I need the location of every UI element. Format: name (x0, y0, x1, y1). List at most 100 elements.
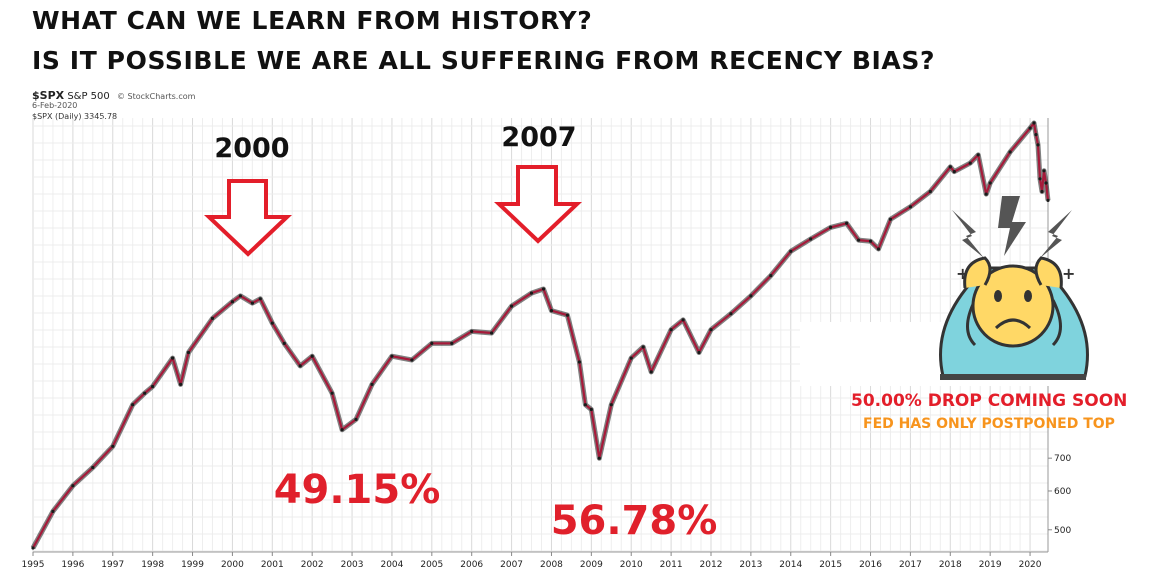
x-tick-label: 1997 (101, 560, 124, 570)
price-point (111, 444, 115, 448)
price-point (143, 391, 147, 395)
price-point (976, 153, 980, 157)
price-point (1028, 126, 1032, 130)
chart-symbol-row: $SPX S&P 500 © StockCharts.com (32, 89, 195, 102)
arrow-down-icon (203, 179, 293, 257)
price-point (709, 328, 713, 332)
price-point (845, 221, 849, 225)
x-tick-label: 2002 (301, 560, 324, 570)
price-point (31, 546, 35, 550)
x-tick-label: 2001 (261, 560, 284, 570)
x-tick-label: 2015 (819, 560, 842, 570)
y-tick-label: 600 (1054, 487, 1071, 497)
price-point (1036, 143, 1040, 147)
chart-grid (32, 118, 1048, 552)
price-point (298, 364, 302, 368)
price-point (988, 181, 992, 185)
price-point (968, 161, 972, 165)
price-point (809, 237, 813, 241)
chart-series-label: $SPX (Daily) 3345.78 (32, 112, 118, 121)
price-point (888, 217, 893, 221)
price-point (238, 294, 242, 298)
x-tick-label: 2000 (221, 560, 244, 570)
price-point (310, 354, 314, 358)
chart-source: © StockCharts.com (116, 92, 196, 101)
peak-2007-label: 2007 (501, 122, 576, 153)
x-tick-label: 1995 (22, 560, 45, 570)
price-point (450, 341, 454, 345)
price-point (270, 321, 274, 325)
x-axis-ticks: 1995 1996 1997 1998 1999 2000 2001 2002 2003 2004… (22, 552, 1042, 570)
price-point (250, 301, 254, 305)
price-point (258, 297, 262, 301)
price-point (1032, 121, 1036, 125)
drop-2000-label: 49.15% (274, 467, 441, 513)
price-point (1040, 189, 1044, 194)
x-tick-label: 1999 (181, 560, 204, 570)
price-point (370, 382, 374, 386)
price-point (210, 316, 215, 320)
x-tick-label: 2018 (939, 560, 962, 570)
price-point (282, 341, 286, 345)
x-tick-label: 2008 (540, 560, 563, 570)
price-point (1034, 133, 1038, 137)
x-tick-label: 2009 (580, 560, 603, 570)
headline-line-2: IS IT POSSIBLE WE ARE ALL SUFFERING FROM… (32, 46, 936, 75)
price-point (857, 238, 861, 242)
chart-date: 6-Feb-2020 (32, 101, 78, 110)
x-tick-label: 2005 (420, 560, 443, 570)
drop-2007-label: 56.78% (551, 498, 718, 544)
arrow-down-icon (493, 165, 583, 244)
price-point (171, 356, 175, 360)
warning-subline: FED HAS ONLY POSTPONED TOP (863, 416, 1115, 432)
price-point (330, 391, 334, 395)
price-point (669, 328, 673, 332)
x-tick-label: 1996 (61, 560, 84, 570)
x-tick-label: 2019 (979, 560, 1002, 570)
price-point (952, 170, 956, 174)
x-tick-label: 2013 (739, 560, 762, 570)
price-point (749, 294, 753, 298)
price-point (597, 456, 601, 460)
price-point (908, 205, 913, 209)
price-point (410, 358, 414, 362)
x-tick-label: 2010 (620, 560, 643, 570)
x-tick-label: 2003 (341, 560, 364, 570)
price-point (641, 345, 645, 349)
peak-2000-label: 2000 (214, 133, 289, 164)
x-tick-label: 1998 (141, 560, 164, 570)
price-point (697, 350, 701, 355)
price-point (1046, 198, 1050, 202)
price-point (510, 304, 514, 308)
price-point (649, 370, 653, 374)
price-point (186, 350, 191, 355)
price-series (30, 120, 1051, 550)
price-point (829, 225, 833, 229)
price-point (541, 287, 546, 291)
price-point (565, 313, 570, 317)
y-axis-ticks: 500 600 700 (1048, 454, 1071, 536)
price-point (151, 384, 155, 389)
price-point (589, 407, 593, 412)
price-point (769, 274, 773, 278)
price-point (354, 417, 358, 421)
x-tick-label: 2006 (460, 560, 483, 570)
y-tick-label: 700 (1054, 454, 1071, 464)
price-point (984, 192, 988, 196)
price-point (629, 356, 633, 360)
price-point (681, 318, 685, 322)
price-point (390, 354, 394, 358)
price-point (430, 341, 434, 345)
headline-line-1: WHAT CAN WE LEARN FROM HISTORY? (32, 6, 593, 35)
x-tick-label: 2020 (1019, 560, 1042, 570)
x-tick-label: 2017 (899, 560, 922, 570)
price-point (868, 239, 873, 243)
price-point (549, 309, 554, 313)
x-tick-label: 2011 (660, 560, 683, 570)
price-point (729, 312, 733, 316)
x-tick-label: 2016 (859, 560, 882, 570)
price-point (948, 165, 952, 169)
price-point (470, 329, 474, 333)
price-point (131, 403, 135, 407)
price-point (51, 509, 55, 513)
